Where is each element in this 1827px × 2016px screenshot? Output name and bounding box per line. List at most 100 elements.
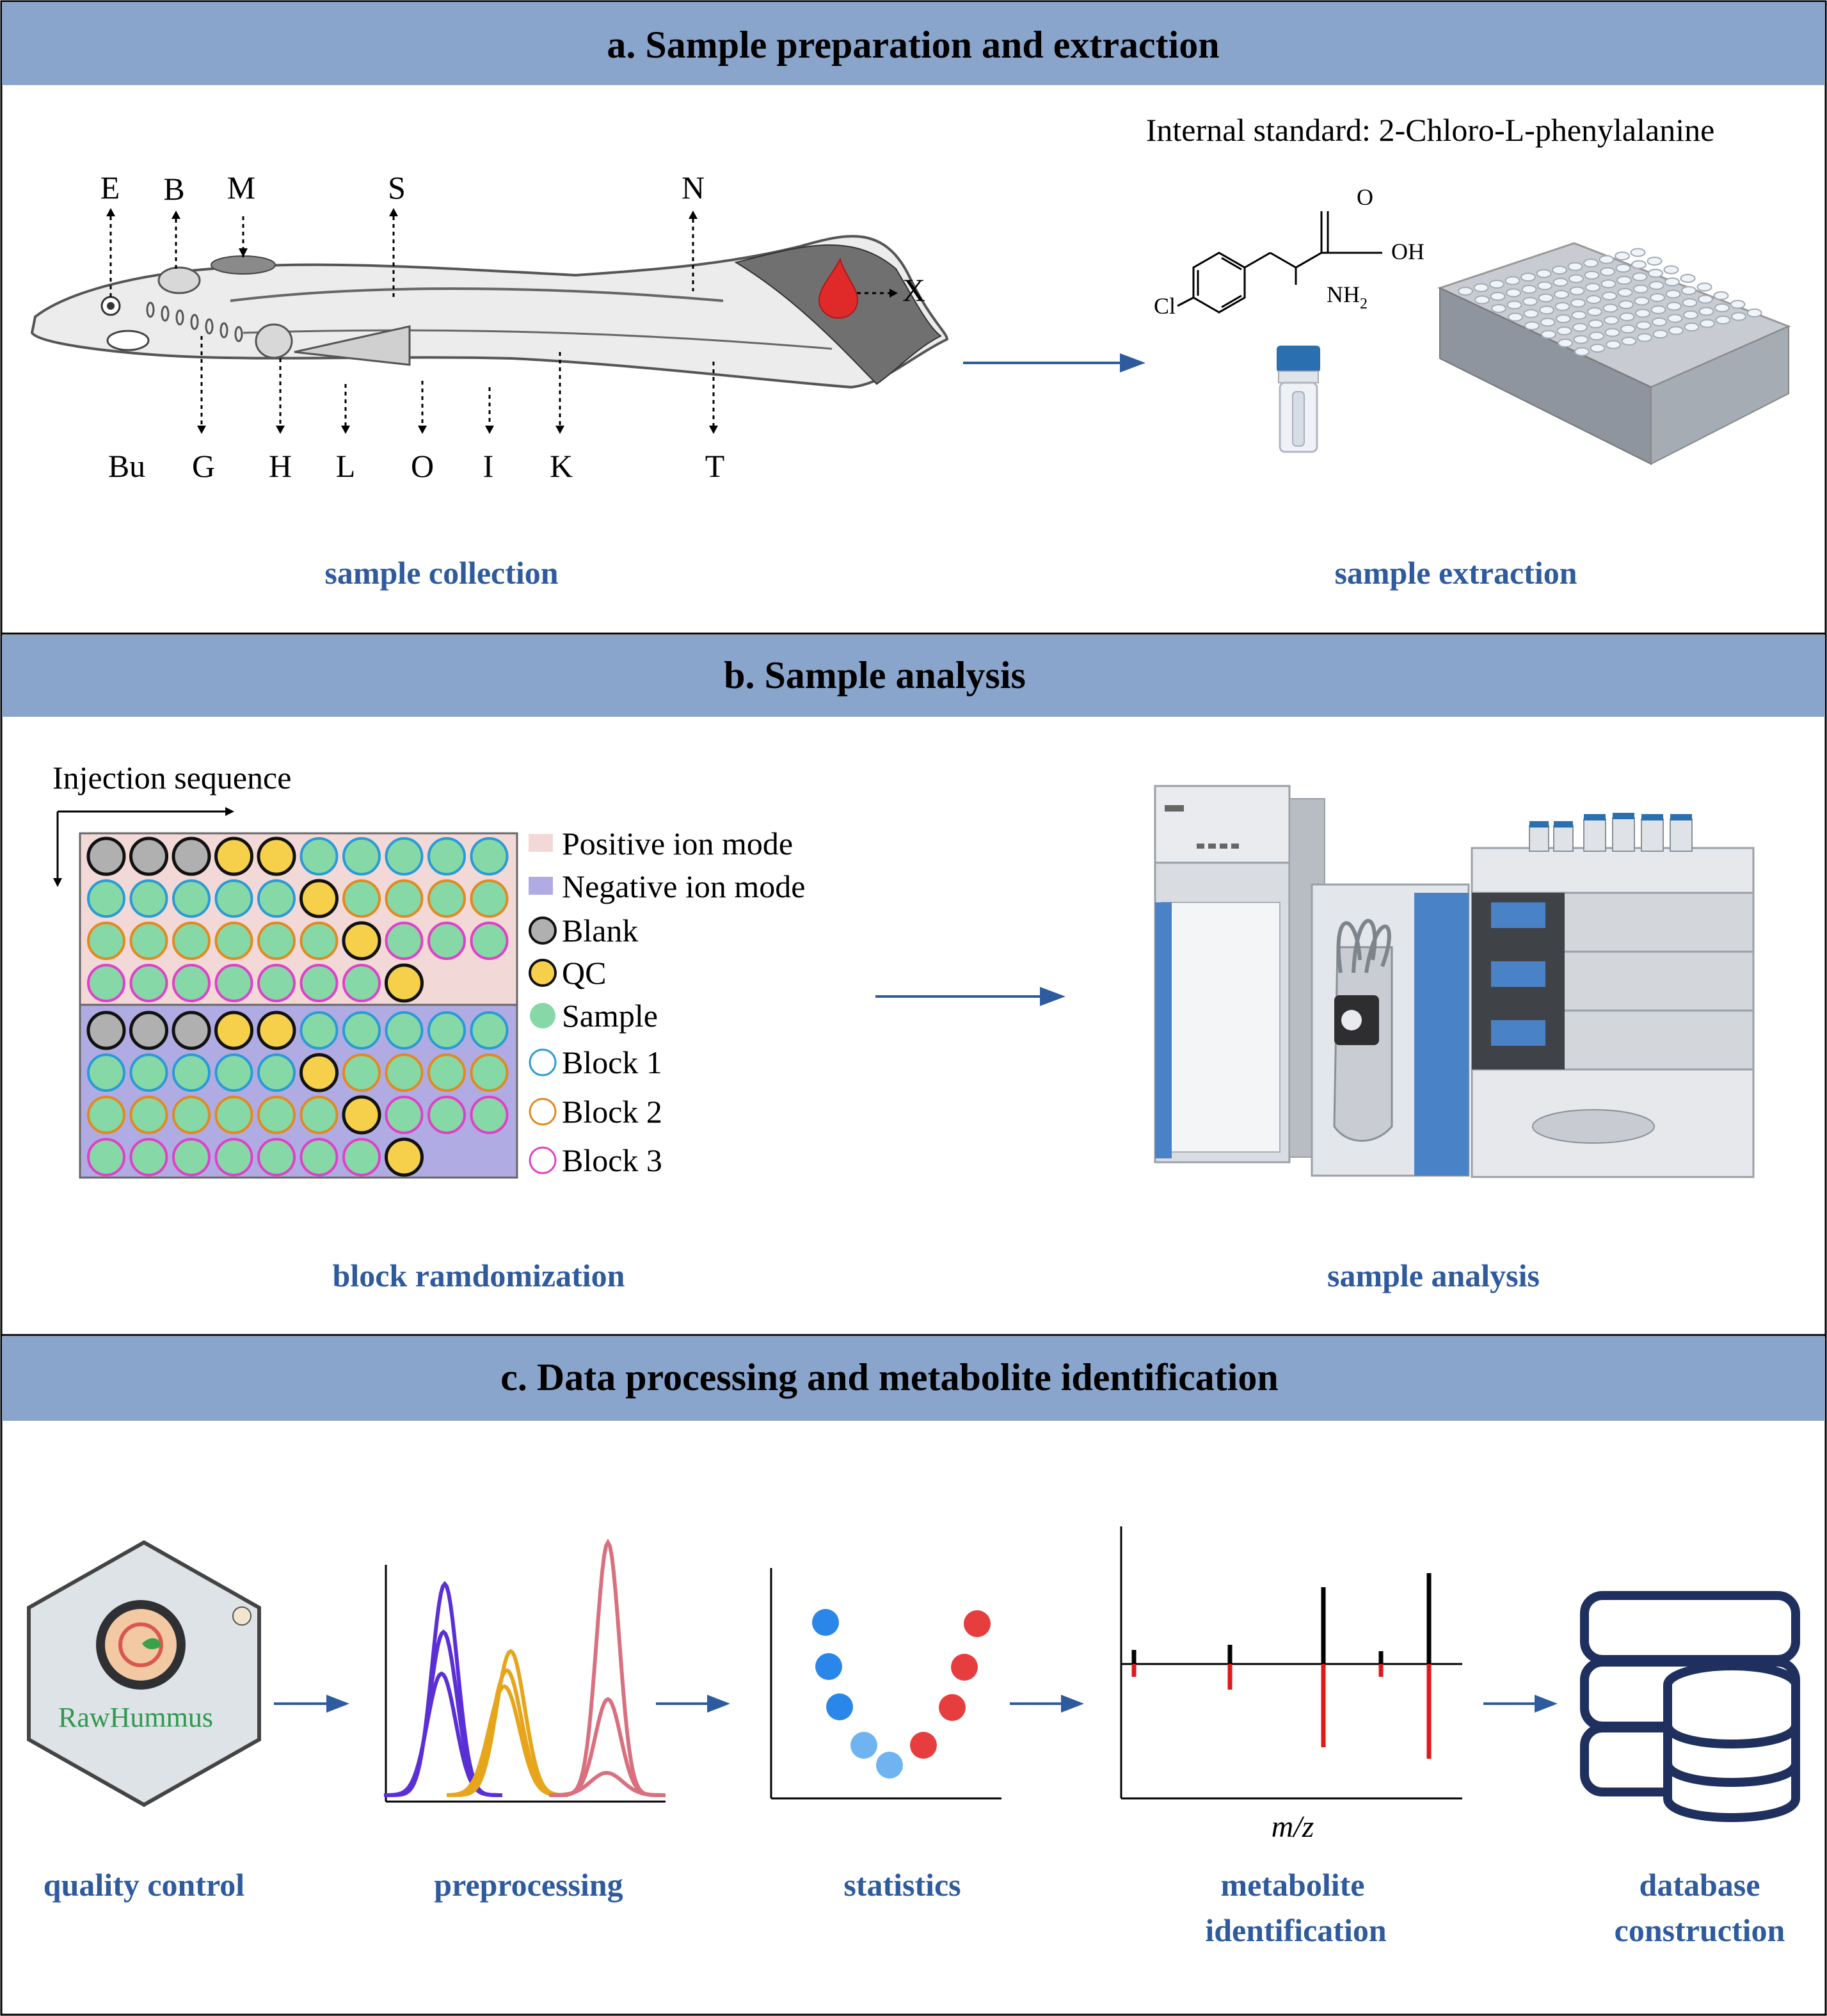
legend-block-2: Block 2 <box>562 1094 662 1130</box>
plate-well <box>1648 269 1663 278</box>
plate-well <box>1585 283 1600 292</box>
chem-cl: Cl <box>1154 293 1176 319</box>
plate-well-sample <box>214 922 253 960</box>
plate-well-qc <box>342 1095 381 1135</box>
plate-well <box>1664 277 1680 287</box>
plate-well-sample <box>470 879 509 918</box>
plate-well <box>1681 286 1696 295</box>
plate-well <box>1558 339 1573 348</box>
tissue-pointer-arrowheads <box>106 208 898 434</box>
plate-well <box>1538 293 1554 303</box>
plate-well <box>1648 281 1664 290</box>
plate-well <box>1683 310 1698 319</box>
plate-well-sample <box>427 1053 466 1092</box>
legend-qc: QC <box>562 955 606 991</box>
plate-well-sample <box>87 964 125 1002</box>
plate-well-sample <box>299 964 339 1002</box>
label-N: N <box>682 170 705 205</box>
plate-legend: Positive ion mode Negative ion mode Blan… <box>529 826 805 1178</box>
section-b-header-band <box>2 635 1825 717</box>
plate-well-sample <box>342 1053 381 1092</box>
plate-well <box>1663 265 1679 275</box>
plate-well-sample <box>427 1096 466 1134</box>
plate-well-sample <box>129 964 168 1002</box>
section-c-title: c. Data processing and metabolite identi… <box>500 1356 1279 1398</box>
rawhummus-logo-text: RawHummus <box>58 1702 213 1733</box>
plate-well <box>1615 252 1630 260</box>
plate-well-sample <box>172 964 211 1002</box>
negative-ion-wells <box>86 1011 509 1177</box>
chromatogram-peak <box>549 1770 664 1797</box>
section-a: a. Sample preparation and extraction <box>2 2 1825 635</box>
plate-well <box>1668 326 1684 335</box>
plate-well <box>1600 279 1616 289</box>
plate-well <box>1616 276 1632 285</box>
plate-well-sample <box>470 1011 509 1050</box>
caption-construction: construction <box>1615 1912 1785 1948</box>
plate-well <box>1731 312 1746 321</box>
lc-ms-instrument-icon <box>1154 785 1755 1178</box>
plate-well-qc <box>385 963 424 1003</box>
plate-well-qc <box>299 1053 339 1092</box>
label-S: S <box>388 170 406 205</box>
plate-well <box>1618 300 1634 309</box>
scatter-point <box>826 1693 853 1720</box>
plate-well-sample <box>129 1138 168 1176</box>
plate-well-sample <box>257 1138 296 1176</box>
plate-well-sample <box>342 964 381 1002</box>
scatter-point <box>910 1732 937 1759</box>
plate-well <box>1589 332 1604 340</box>
label-I: I <box>483 448 494 484</box>
label-B: B <box>163 171 184 207</box>
plate-well-blank <box>172 836 211 876</box>
plate-well <box>1537 281 1552 291</box>
plate-well-sample <box>299 837 339 876</box>
plate-well-sample <box>129 1096 168 1134</box>
plate-well-sample <box>385 879 424 918</box>
plate-well <box>1521 285 1537 294</box>
chromatogram-peak <box>383 1671 500 1797</box>
plate-well <box>1632 272 1648 282</box>
fish-labels-top: E B M S N <box>100 170 705 207</box>
plate-well-sample <box>172 922 211 960</box>
plate-well <box>1489 280 1504 289</box>
plate-well-sample <box>427 922 466 960</box>
legend-block-1: Block 1 <box>562 1044 662 1080</box>
blood-drop-icon <box>818 257 859 319</box>
plate-well-qc <box>385 1137 424 1177</box>
plate-well <box>1682 298 1698 307</box>
plate-well-blank <box>172 1011 211 1050</box>
caption-block-randomization: block ramdomization <box>333 1258 625 1293</box>
plate-well-qc <box>214 836 253 876</box>
plate-well <box>1523 309 1539 318</box>
plate-well-sample <box>214 1096 253 1134</box>
plate-well-sample <box>385 922 424 960</box>
section-c-header-band <box>2 1336 1825 1421</box>
plate-well <box>1554 290 1569 299</box>
label-H: H <box>269 448 292 484</box>
plate-well <box>1599 255 1615 264</box>
scatter-point <box>876 1752 903 1779</box>
plate-well <box>1590 344 1606 353</box>
plate-well-qc <box>257 836 296 876</box>
legend-block-3: Block 3 <box>562 1142 662 1178</box>
injection-axes <box>53 807 234 887</box>
plate-well <box>1634 296 1650 306</box>
plate-well-qc <box>214 1011 253 1050</box>
chem-oh: OH <box>1391 239 1424 264</box>
sample-vial-icon <box>1277 346 1320 453</box>
chem-o: O <box>1357 184 1373 210</box>
plate-well <box>1539 305 1554 315</box>
label-X: X <box>902 272 925 308</box>
plate-well <box>1746 308 1762 317</box>
label-L: L <box>336 448 356 484</box>
plate-well <box>1584 271 1600 280</box>
plate-well <box>1536 269 1552 278</box>
plate-well <box>1573 335 1589 344</box>
plate-well <box>1635 308 1650 318</box>
plate-well <box>1524 321 1540 330</box>
plate-well <box>1652 330 1668 339</box>
plate-well-sample <box>470 922 509 960</box>
plate-well-sample <box>129 922 168 960</box>
plate-well <box>1587 307 1602 316</box>
